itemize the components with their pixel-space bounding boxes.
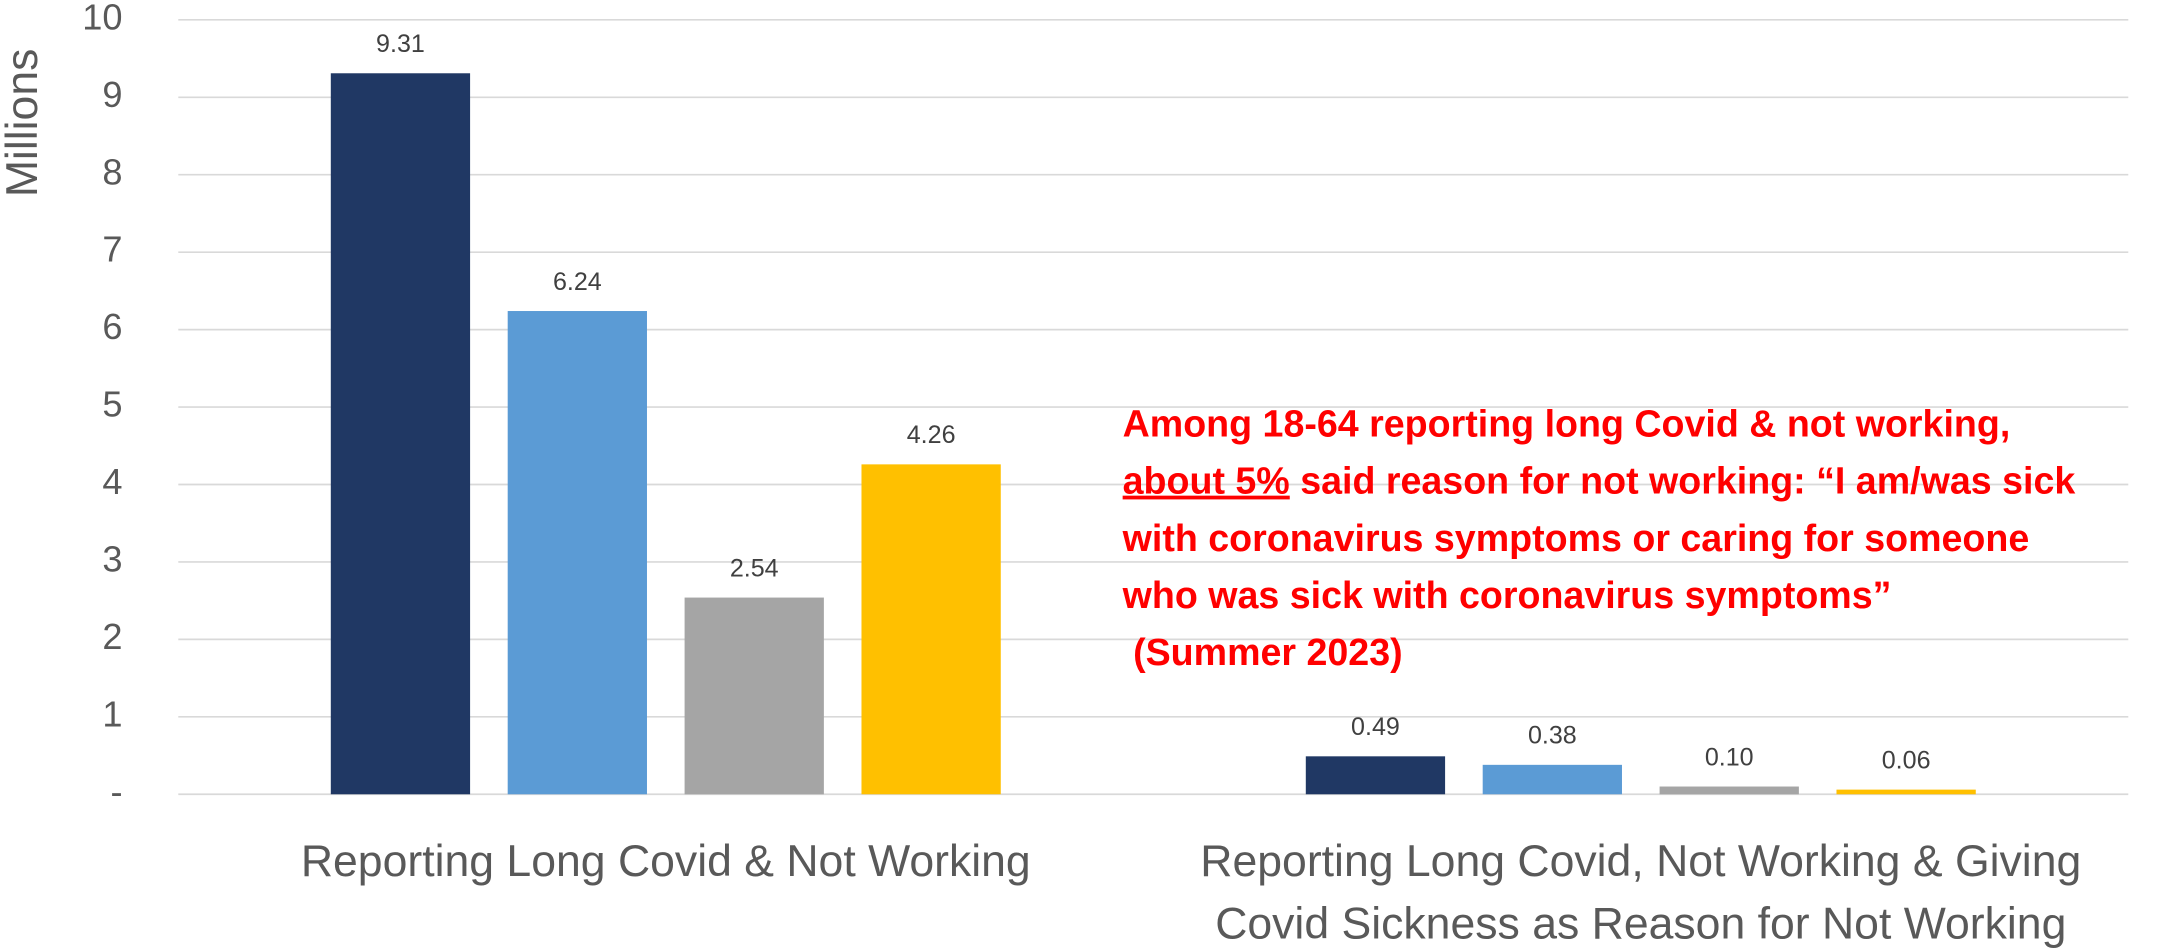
annotation: about 5% said reason for not working: “I… <box>1123 460 2076 502</box>
x-tick-label: Reporting Long Covid & Not Working <box>301 837 1031 886</box>
y-tick-label: 7 <box>102 229 122 270</box>
annotation: (Summer 2023) <box>1123 631 1403 673</box>
y-tick-label: 2 <box>102 616 122 657</box>
annotation-text: with coronavirus symptoms or caring for … <box>1122 517 2030 559</box>
y-tick-label: 9 <box>102 74 122 115</box>
bar <box>1659 786 1799 795</box>
value-label: 2.54 <box>730 554 779 582</box>
y-axis-label: Millions <box>0 49 47 198</box>
annotation: who was sick with coronavirus symptoms” <box>1122 574 1892 616</box>
annotation-text: said reason for not working: “I am/was s… <box>1290 460 2076 502</box>
annotation-text: (Summer 2023) <box>1123 631 1403 673</box>
bar <box>684 597 824 795</box>
bar <box>1482 764 1622 795</box>
bar <box>1305 756 1446 795</box>
bar <box>330 73 471 795</box>
value-label: 0.10 <box>1705 743 1754 771</box>
value-label: 4.26 <box>907 421 956 449</box>
annotation: with coronavirus symptoms or caring for … <box>1122 517 2030 559</box>
annotation: Among 18-64 reporting long Covid & not w… <box>1123 402 2011 444</box>
value-label: 0.49 <box>1351 713 1400 741</box>
value-label: 0.06 <box>1882 746 1931 774</box>
value-label: 0.38 <box>1528 722 1577 750</box>
value-label: 9.31 <box>376 30 425 58</box>
y-tick-label: 6 <box>102 306 122 347</box>
bar <box>507 311 647 795</box>
y-tick-label: 4 <box>102 461 122 502</box>
annotation-text: Among 18-64 reporting long Covid & not w… <box>1123 402 2011 444</box>
bar <box>1836 789 1976 795</box>
y-tick-label: 1 <box>102 693 122 734</box>
y-tick-label: 10 <box>82 0 122 37</box>
annotation-text: about 5% <box>1123 460 1290 502</box>
value-label: 6.24 <box>553 268 602 296</box>
annotation-text: who was sick with coronavirus symptoms” <box>1122 574 1892 616</box>
y-tick-label: - <box>111 771 123 812</box>
y-tick-label: 3 <box>102 539 122 580</box>
y-tick-label: 8 <box>102 151 122 192</box>
x-tick-label: Reporting Long Covid, Not Working & Givi… <box>1200 837 2081 949</box>
bar <box>861 464 1001 795</box>
y-tick-label: 5 <box>102 384 122 425</box>
